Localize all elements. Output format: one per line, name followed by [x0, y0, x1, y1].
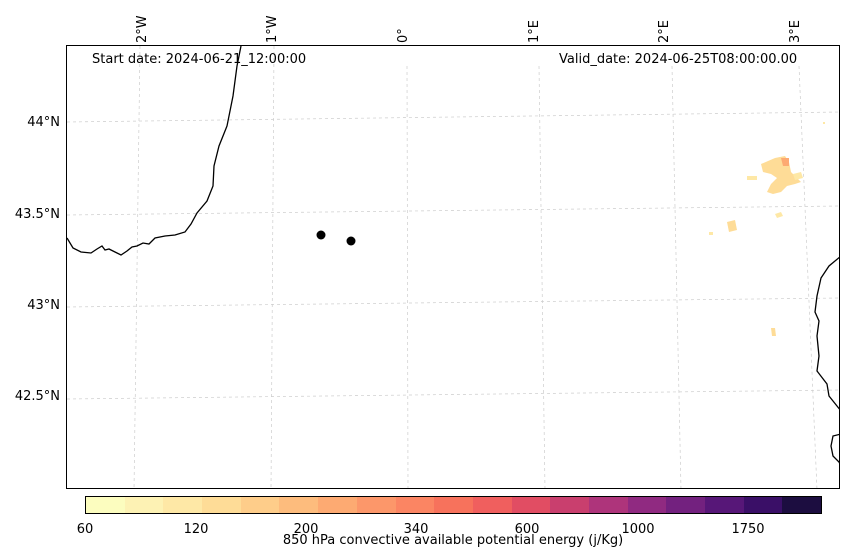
colorbar-swatch	[86, 497, 125, 513]
lat-label-43: 43°N	[27, 298, 60, 313]
meridian-1e	[538, 65, 546, 488]
cape-patch-south1	[727, 220, 737, 232]
lon-label-2e: 2°E	[657, 20, 672, 43]
lat-label-42-5: 42.5°N	[14, 389, 60, 404]
colorbar-swatch	[472, 497, 512, 513]
colorbar-tick-1000: 1000	[621, 522, 655, 537]
colorbar-tick-340: 340	[403, 522, 429, 537]
meridian-3e	[798, 65, 818, 488]
cape-patch-ne	[823, 122, 825, 124]
meridian-2w	[133, 46, 141, 488]
coastline-south	[830, 433, 839, 464]
lon-label-3e: 3°E	[788, 20, 803, 43]
colorbar-swatch	[588, 497, 628, 513]
colorbar-swatch	[550, 497, 589, 513]
colorbar-tick-1750: 1750	[731, 522, 765, 537]
graticule	[67, 46, 839, 488]
colorbar-swatch	[356, 497, 396, 513]
meridian-2e	[671, 65, 682, 488]
meridian-0	[406, 65, 409, 488]
colorbar-tick-120: 120	[183, 522, 209, 537]
cape-patch-core	[781, 158, 789, 166]
colorbar-swatch	[434, 497, 473, 513]
colorbar-tick-60: 60	[76, 522, 94, 537]
cape-patch-south2	[709, 232, 713, 235]
colorbar-swatch	[202, 497, 241, 513]
coastline-bay-of-biscay	[67, 46, 242, 256]
lon-label-2w: 2°W	[135, 15, 150, 43]
colorbar-swatch	[511, 497, 551, 513]
map-panel: Start date: 2024-06-21_12:00:00 Valid_da…	[66, 45, 840, 489]
colorbar-swatch	[743, 497, 783, 513]
meridian-1w	[270, 46, 275, 488]
lon-label-1e: 1°E	[527, 20, 542, 43]
start-date-label: Start date: 2024-06-21_12:00:00	[92, 52, 307, 67]
coastline-mediterranean	[814, 256, 839, 410]
parallel-43	[67, 297, 839, 308]
cape-patch-south3	[775, 212, 783, 218]
colorbar-swatch	[240, 497, 280, 513]
colorbar	[85, 496, 822, 514]
colorbar-swatch	[705, 497, 744, 513]
lon-label-0: 0°	[396, 28, 411, 43]
colorbar-swatch	[279, 497, 319, 513]
colorbar-swatch	[395, 497, 435, 513]
cape-patch-main	[761, 156, 801, 194]
parallel-43-5	[67, 205, 839, 216]
parallel-44	[67, 111, 839, 123]
lat-label-44: 44°N	[27, 115, 60, 130]
colorbar-swatch	[666, 497, 705, 513]
colorbar-swatch	[163, 497, 203, 513]
valid-date-label: Valid_date: 2024-06-25T08:00:00.00	[559, 52, 798, 67]
colorbar-swatch	[124, 497, 164, 513]
colorbar-swatch	[627, 497, 667, 513]
marker-point-1	[316, 230, 326, 240]
cape-patches	[709, 122, 825, 336]
colorbar-swatch	[318, 497, 357, 513]
parallel-42-5	[67, 389, 839, 400]
colorbar-swatch	[782, 497, 822, 513]
cape-patch-far-south	[771, 328, 776, 336]
lon-label-1w: 1°W	[265, 15, 280, 43]
marker-point-2	[346, 236, 356, 246]
colorbar-tick-200: 200	[293, 522, 319, 537]
cape-patch-east	[793, 172, 803, 180]
map-canvas	[67, 46, 839, 488]
colorbar-tick-600: 600	[514, 522, 540, 537]
cape-patch-west	[747, 176, 757, 180]
lat-label-43-5: 43.5°N	[14, 207, 60, 222]
colorbar-label: 850 hPa convective available potential e…	[282, 533, 624, 548]
